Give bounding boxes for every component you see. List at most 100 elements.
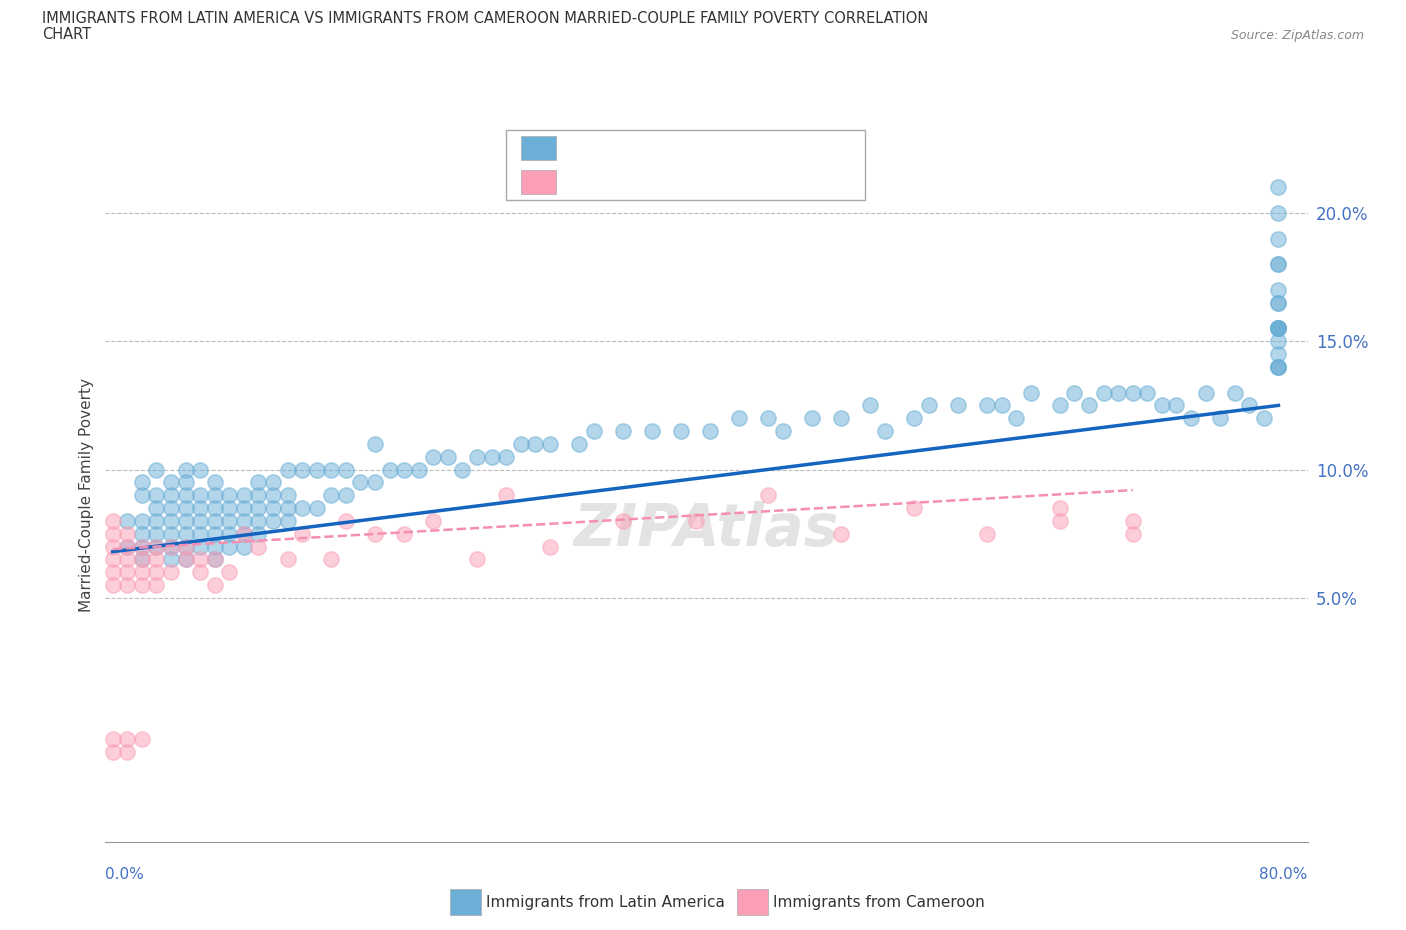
- Point: [160, 565, 183, 579]
- Point: [1209, 411, 1232, 426]
- Point: [1267, 257, 1289, 272]
- Point: [174, 539, 197, 554]
- Point: [582, 424, 605, 439]
- Point: [830, 411, 852, 426]
- Point: [247, 475, 270, 490]
- Text: R =: R =: [567, 174, 598, 190]
- Text: IMMIGRANTS FROM LATIN AMERICA VS IMMIGRANTS FROM CAMEROON MARRIED-COUPLE FAMILY : IMMIGRANTS FROM LATIN AMERICA VS IMMIGRA…: [42, 11, 928, 26]
- Point: [204, 526, 226, 541]
- Text: ZIPAtlas: ZIPAtlas: [574, 501, 839, 558]
- Point: [204, 551, 226, 566]
- Point: [247, 513, 270, 528]
- Point: [1049, 398, 1071, 413]
- Point: [1267, 360, 1289, 375]
- Point: [1267, 321, 1289, 336]
- Point: [232, 488, 254, 503]
- Point: [1239, 398, 1261, 413]
- Point: [277, 551, 299, 566]
- Point: [277, 500, 299, 515]
- Point: [1049, 500, 1071, 515]
- Point: [1267, 257, 1289, 272]
- Point: [204, 500, 226, 515]
- Point: [685, 513, 707, 528]
- Point: [188, 526, 211, 541]
- Text: R =: R =: [567, 140, 598, 156]
- Bar: [520, 137, 557, 160]
- Text: 141: 141: [749, 140, 780, 156]
- Point: [1122, 385, 1144, 400]
- Point: [174, 462, 197, 477]
- Point: [131, 551, 153, 566]
- Point: [117, 513, 139, 528]
- Point: [160, 488, 183, 503]
- Point: [321, 488, 343, 503]
- Point: [392, 526, 415, 541]
- Point: [335, 513, 357, 528]
- Bar: [450, 889, 481, 915]
- Point: [830, 526, 852, 541]
- Point: [291, 526, 314, 541]
- Point: [101, 744, 124, 759]
- Point: [218, 513, 240, 528]
- Point: [145, 500, 167, 515]
- Point: [145, 565, 167, 579]
- Point: [160, 513, 183, 528]
- Point: [101, 526, 124, 541]
- Point: [1267, 206, 1289, 220]
- Point: [117, 526, 139, 541]
- Point: [204, 488, 226, 503]
- Point: [117, 539, 139, 554]
- Point: [758, 411, 780, 426]
- Point: [1107, 385, 1129, 400]
- Point: [232, 526, 254, 541]
- Point: [145, 513, 167, 528]
- Point: [247, 488, 270, 503]
- Point: [1092, 385, 1115, 400]
- Point: [145, 526, 167, 541]
- Point: [524, 436, 547, 451]
- Point: [131, 732, 153, 747]
- Point: [1267, 360, 1289, 375]
- Point: [364, 436, 387, 451]
- Point: [728, 411, 751, 426]
- Point: [174, 551, 197, 566]
- Point: [218, 565, 240, 579]
- Point: [131, 526, 153, 541]
- Point: [859, 398, 882, 413]
- Point: [1049, 513, 1071, 528]
- Text: Immigrants from Cameroon: Immigrants from Cameroon: [773, 895, 986, 910]
- Point: [495, 488, 517, 503]
- Point: [204, 578, 226, 592]
- Point: [218, 488, 240, 503]
- Point: [277, 513, 299, 528]
- Point: [188, 513, 211, 528]
- Point: [612, 513, 634, 528]
- Point: [101, 513, 124, 528]
- Point: [204, 513, 226, 528]
- Point: [145, 551, 167, 566]
- Text: 80.0%: 80.0%: [1260, 867, 1308, 882]
- Point: [145, 539, 167, 554]
- Bar: [737, 889, 768, 915]
- Point: [378, 462, 401, 477]
- Point: [204, 539, 226, 554]
- Point: [538, 539, 561, 554]
- Text: 55: 55: [749, 174, 770, 190]
- Point: [232, 526, 254, 541]
- Point: [1019, 385, 1042, 400]
- Text: 0.0%: 0.0%: [105, 867, 145, 882]
- Point: [1005, 411, 1028, 426]
- Point: [188, 462, 211, 477]
- Point: [946, 398, 969, 413]
- Point: [1267, 321, 1289, 336]
- Point: [1063, 385, 1085, 400]
- Point: [232, 500, 254, 515]
- Point: [174, 488, 197, 503]
- Point: [174, 500, 197, 515]
- Point: [101, 565, 124, 579]
- Point: [131, 565, 153, 579]
- Point: [188, 500, 211, 515]
- Point: [160, 551, 183, 566]
- Point: [509, 436, 531, 451]
- Point: [335, 462, 357, 477]
